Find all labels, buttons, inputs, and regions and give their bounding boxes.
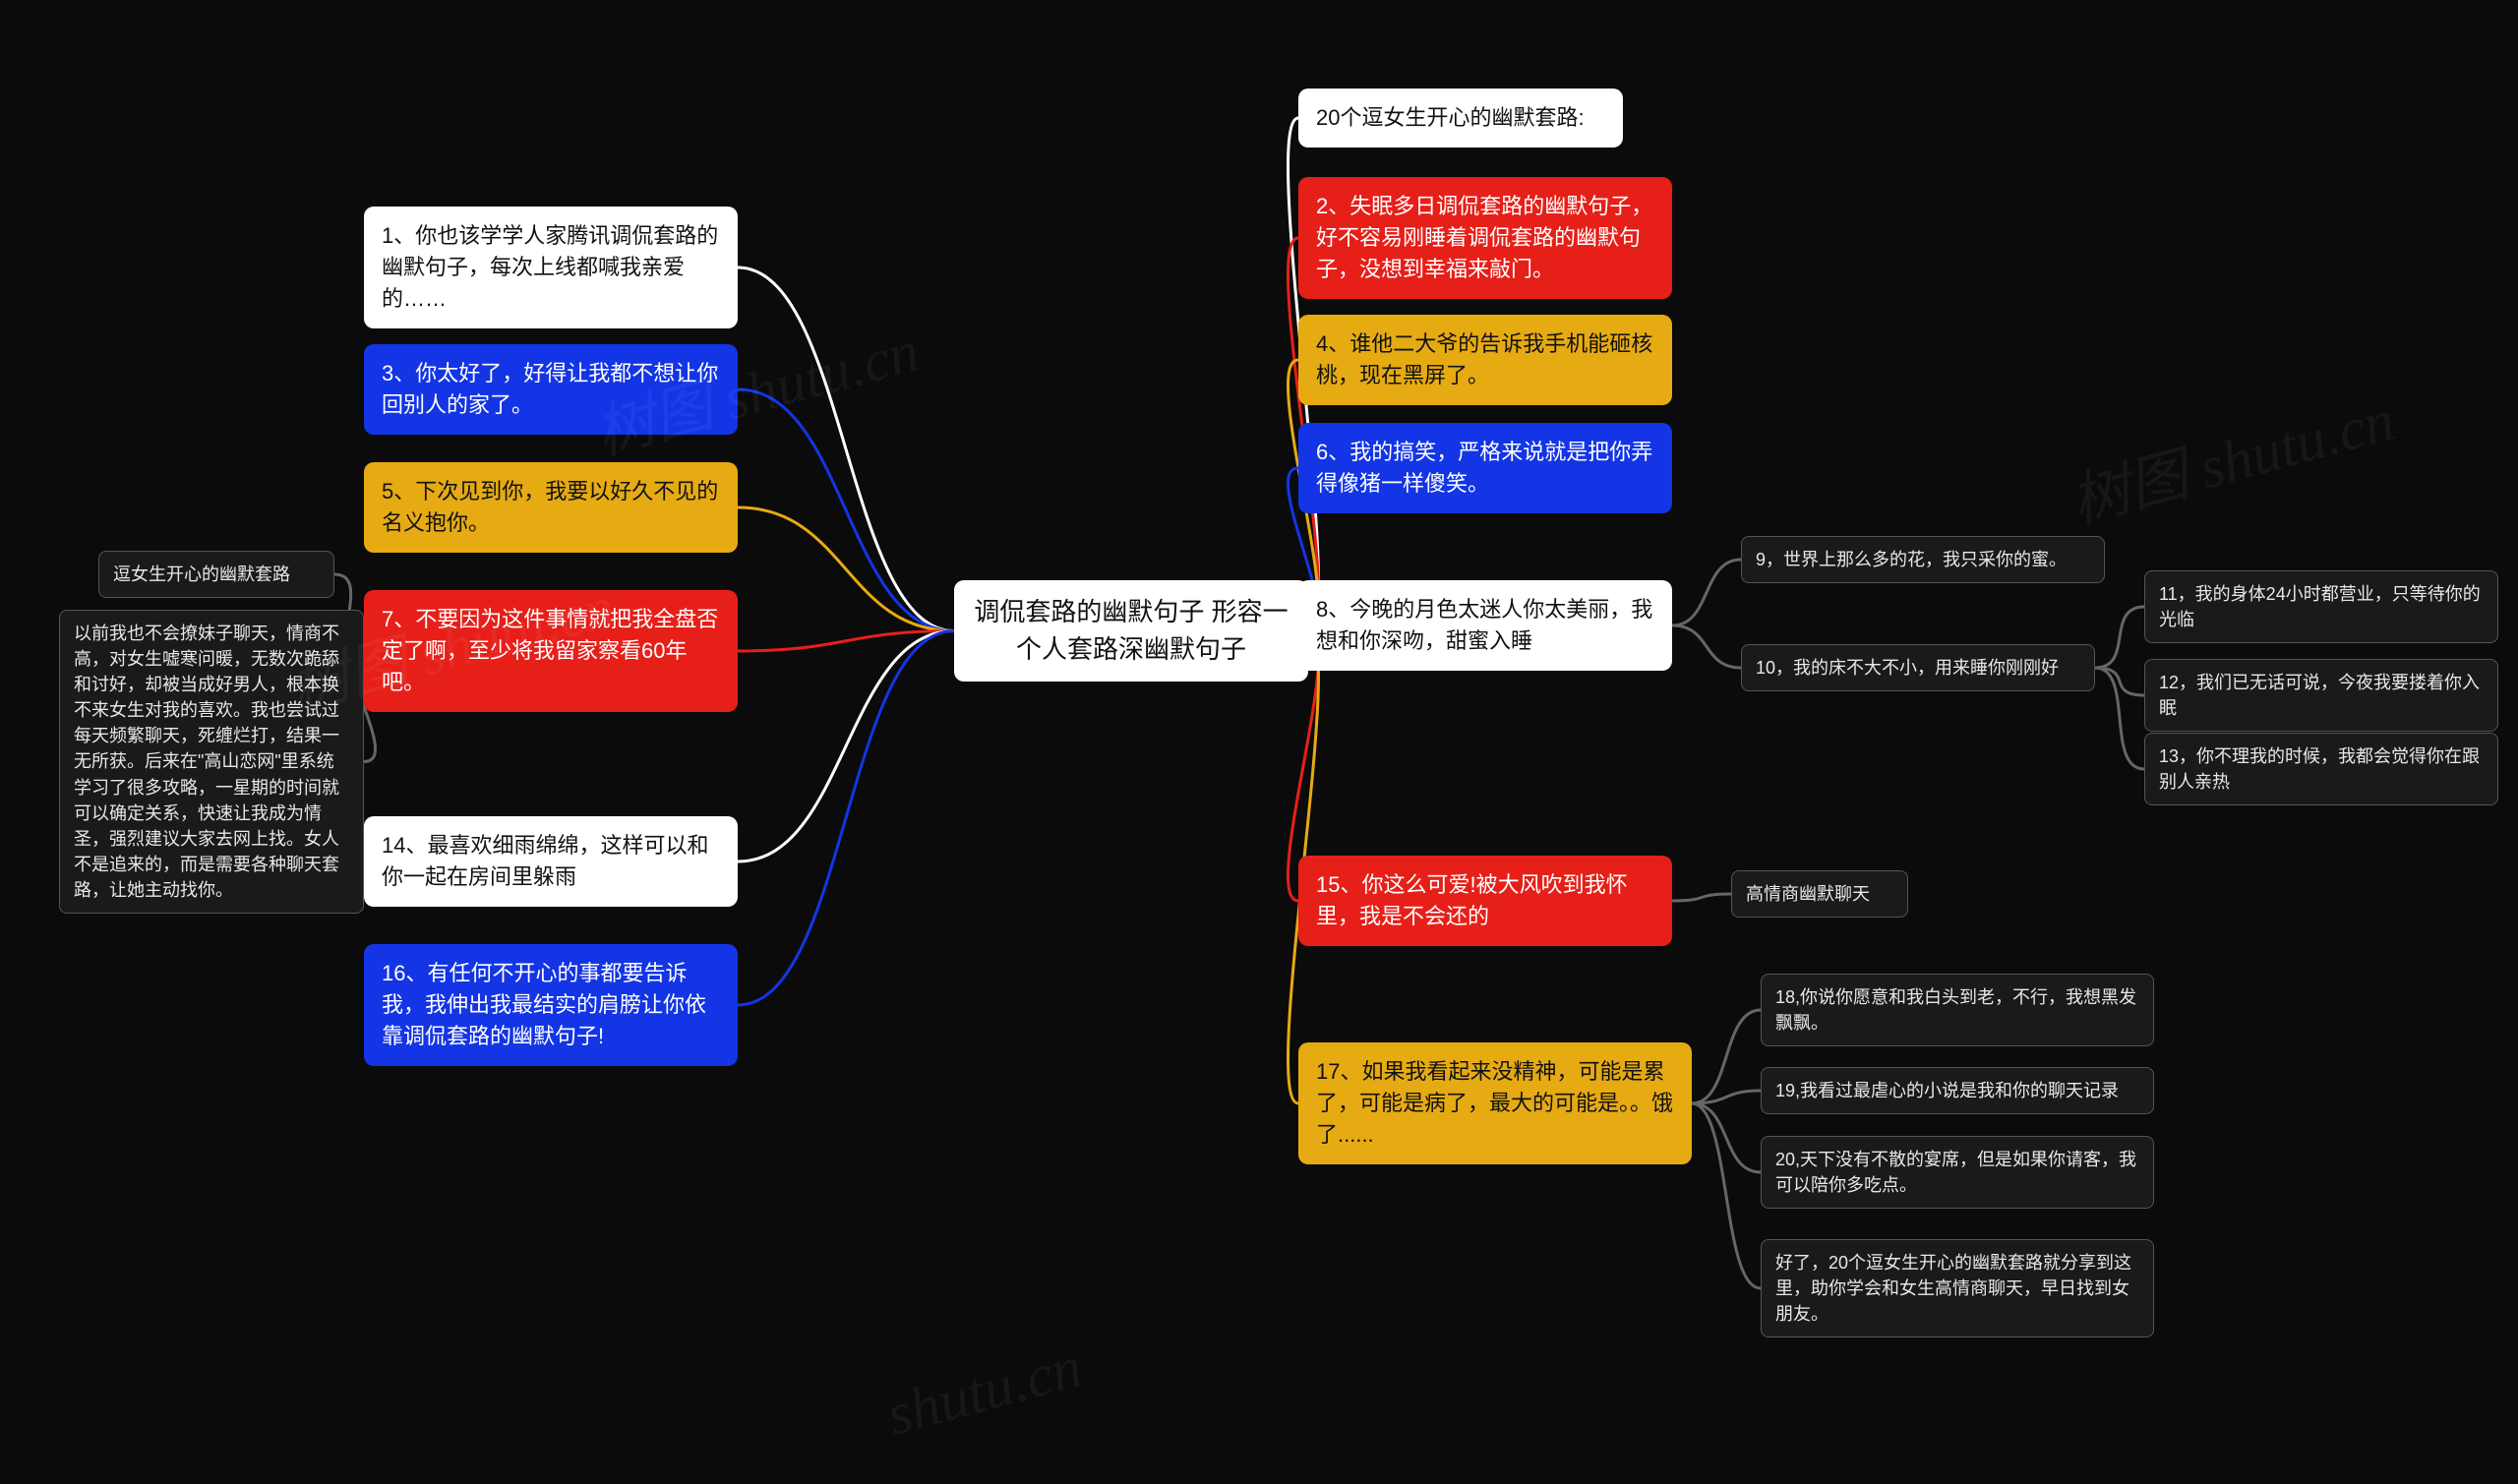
edge-center-l16: [738, 631, 954, 1006]
node-text: 3、你太好了，好得让我都不想让你回别人的家了。: [382, 361, 718, 417]
node-text: 7、不要因为这件事情就把我全盘否定了啊，至少将我留家察看60年吧。: [382, 607, 718, 694]
mindmap-node-l7a[interactable]: 逗女生开心的幽默套路: [98, 551, 334, 598]
node-text: 17、如果我看起来没精神，可能是累了，可能是病了，最大的可能是。。饿了.....…: [1316, 1059, 1673, 1147]
edge-r8-r10: [1672, 625, 1741, 668]
edge-center-l1: [738, 267, 954, 631]
mindmap-node-r10[interactable]: 10，我的床不大不小，用来睡你刚刚好: [1741, 644, 2095, 691]
mindmap-node-rEnd[interactable]: 好了，20个逗女生开心的幽默套路就分享到这里，助你学会和女生高情商聊天，早日找到…: [1761, 1239, 2154, 1337]
node-text: 19,我看过最虐心的小说是我和你的聊天记录: [1775, 1081, 2119, 1100]
mindmap-node-r12[interactable]: 12，我们已无话可说，今夜我要搂着你入眠: [2144, 659, 2498, 732]
node-text: 以前我也不会撩妹子聊天，情商不高，对女生嘘寒问暖，无数次跪舔和讨好，却被当成好男…: [74, 623, 339, 900]
edge-r17-r18: [1692, 1010, 1761, 1103]
node-text: 20,天下没有不散的宴席，但是如果你请客，我可以陪你多吃点。: [1775, 1150, 2136, 1195]
edge-center-l3: [738, 389, 954, 631]
mindmap-node-l3[interactable]: 3、你太好了，好得让我都不想让你回别人的家了。: [364, 344, 738, 435]
watermark: shutu.cn: [880, 1333, 1090, 1450]
edge-r10-r12: [2095, 668, 2144, 695]
edge-center-l7: [738, 631, 954, 652]
mindmap-node-r11[interactable]: 11，我的身体24小时都营业，只等待你的光临: [2144, 570, 2498, 643]
mindmap-node-r8[interactable]: 8、今晚的月色太迷人你太美丽，我想和你深吻，甜蜜入睡: [1298, 580, 1672, 671]
node-text: 1、你也该学学人家腾讯调侃套路的幽默句子，每次上线都喊我亲爱的……: [382, 223, 718, 311]
node-text: 5、下次见到你，我要以好久不见的名义抱你。: [382, 479, 718, 535]
mindmap-node-r20[interactable]: 20,天下没有不散的宴席，但是如果你请客，我可以陪你多吃点。: [1761, 1136, 2154, 1209]
mindmap-node-r_top[interactable]: 20个逗女生开心的幽默套路:: [1298, 89, 1623, 148]
node-text: 2、失眠多日调侃套路的幽默句子，好不容易刚睡着调侃套路的幽默句子，没想到幸福来敲…: [1316, 194, 1652, 281]
mindmap-node-l7b[interactable]: 以前我也不会撩妹子聊天，情商不高，对女生嘘寒问暖，无数次跪舔和讨好，却被当成好男…: [59, 610, 364, 914]
mindmap-node-r2[interactable]: 2、失眠多日调侃套路的幽默句子，好不容易刚睡着调侃套路的幽默句子，没想到幸福来敲…: [1298, 177, 1672, 299]
mindmap-node-r18[interactable]: 18,你说你愿意和我白头到老，不行，我想黑发飘飘。: [1761, 974, 2154, 1046]
edge-r17-r20: [1692, 1103, 1761, 1172]
node-text: 9，世界上那么多的花，我只采你的蜜。: [1756, 550, 2067, 569]
node-text: 15、你这么可爱!被大风吹到我怀里，我是不会还的: [1316, 872, 1628, 928]
mindmap-node-l7[interactable]: 7、不要因为这件事情就把我全盘否定了啊，至少将我留家察看60年吧。: [364, 590, 738, 712]
edge-r17-r19: [1692, 1091, 1761, 1103]
edge-r17-rEnd: [1692, 1103, 1761, 1288]
node-text: 6、我的搞笑，严格来说就是把你弄得像猪一样傻笑。: [1316, 440, 1652, 496]
mindmap-node-l1[interactable]: 1、你也该学学人家腾讯调侃套路的幽默句子，每次上线都喊我亲爱的……: [364, 207, 738, 328]
edge-r10-r13: [2095, 668, 2144, 769]
node-text: 14、最喜欢细雨绵绵，这样可以和你一起在房间里躲雨: [382, 833, 708, 889]
node-text: 调侃套路的幽默句子 形容一个人套路深幽默句子: [974, 597, 1288, 664]
node-text: 好了，20个逗女生开心的幽默套路就分享到这里，助你学会和女生高情商聊天，早日找到…: [1775, 1253, 2131, 1324]
edge-center-l14: [738, 631, 954, 862]
edge-r15-r15a: [1672, 894, 1731, 901]
mindmap-node-l14[interactable]: 14、最喜欢细雨绵绵，这样可以和你一起在房间里躲雨: [364, 816, 738, 907]
node-text: 高情商幽默聊天: [1746, 884, 1870, 904]
watermark: 树图 shutu.cn: [2060, 372, 2402, 540]
node-text: 8、今晚的月色太迷人你太美丽，我想和你深吻，甜蜜入睡: [1316, 597, 1652, 653]
edge-center-l5: [738, 507, 954, 631]
node-text: 逗女生开心的幽默套路: [113, 564, 290, 584]
mindmap-node-center[interactable]: 调侃套路的幽默句子 形容一个人套路深幽默句子: [954, 580, 1308, 682]
node-text: 4、谁他二大爷的告诉我手机能砸核桃，现在黑屏了。: [1316, 331, 1652, 387]
node-text: 18,你说你愿意和我白头到老，不行，我想黑发飘飘。: [1775, 987, 2136, 1033]
node-text: 13，你不理我的时候，我都会觉得你在跟别人亲热: [2159, 746, 2480, 792]
mindmap-node-r15[interactable]: 15、你这么可爱!被大风吹到我怀里，我是不会还的: [1298, 856, 1672, 946]
mindmap-node-r4[interactable]: 4、谁他二大爷的告诉我手机能砸核桃，现在黑屏了。: [1298, 315, 1672, 405]
node-text: 10，我的床不大不小，用来睡你刚刚好: [1756, 658, 2059, 678]
mindmap-node-r19[interactable]: 19,我看过最虐心的小说是我和你的聊天记录: [1761, 1067, 2154, 1114]
edge-r8-r9: [1672, 560, 1741, 625]
node-text: 20个逗女生开心的幽默套路:: [1316, 105, 1585, 130]
mindmap-node-r15a[interactable]: 高情商幽默聊天: [1731, 870, 1908, 918]
mindmap-node-l16[interactable]: 16、有任何不开心的事都要告诉我，我伸出我最结实的肩膀让你依靠调侃套路的幽默句子…: [364, 944, 738, 1066]
edge-r10-r11: [2095, 607, 2144, 668]
node-text: 16、有任何不开心的事都要告诉我，我伸出我最结实的肩膀让你依靠调侃套路的幽默句子…: [382, 961, 706, 1048]
node-text: 11，我的身体24小时都营业，只等待你的光临: [2159, 584, 2481, 629]
mindmap-node-r17[interactable]: 17、如果我看起来没精神，可能是累了，可能是病了，最大的可能是。。饿了.....…: [1298, 1042, 1692, 1164]
mindmap-node-r9[interactable]: 9，世界上那么多的花，我只采你的蜜。: [1741, 536, 2105, 583]
mindmap-node-l5[interactable]: 5、下次见到你，我要以好久不见的名义抱你。: [364, 462, 738, 553]
node-text: 12，我们已无话可说，今夜我要搂着你入眠: [2159, 673, 2480, 718]
mindmap-node-r13[interactable]: 13，你不理我的时候，我都会觉得你在跟别人亲热: [2144, 733, 2498, 805]
mindmap-node-r6[interactable]: 6、我的搞笑，严格来说就是把你弄得像猪一样傻笑。: [1298, 423, 1672, 513]
